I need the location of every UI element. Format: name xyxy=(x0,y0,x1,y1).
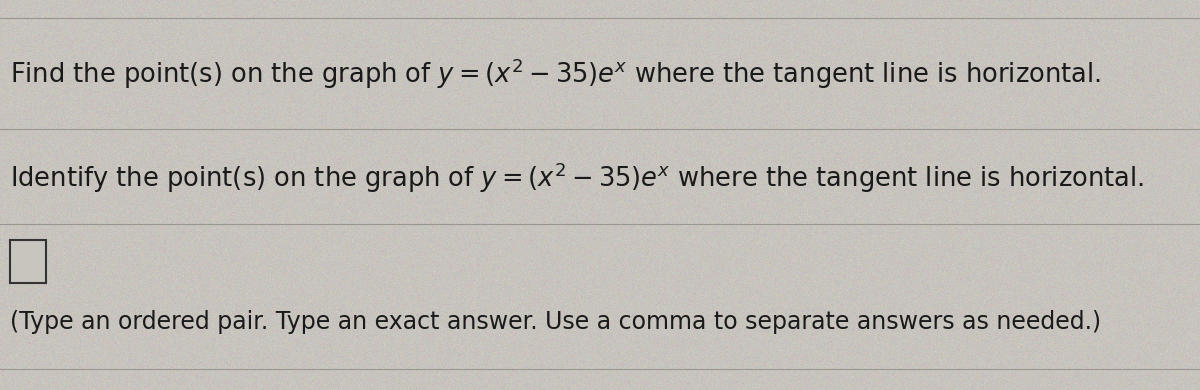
Text: Identify the point(s) on the graph of $y = (x^2 - 35)e^x$ where the tangent line: Identify the point(s) on the graph of $y… xyxy=(10,160,1144,195)
Text: Find the point(s) on the graph of $y = (x^2 - 35)e^x$ where the tangent line is : Find the point(s) on the graph of $y = (… xyxy=(10,57,1100,91)
Text: (Type an ordered pair. Type an exact answer. Use a comma to separate answers as : (Type an ordered pair. Type an exact ans… xyxy=(10,310,1100,334)
Bar xyxy=(10,240,46,283)
